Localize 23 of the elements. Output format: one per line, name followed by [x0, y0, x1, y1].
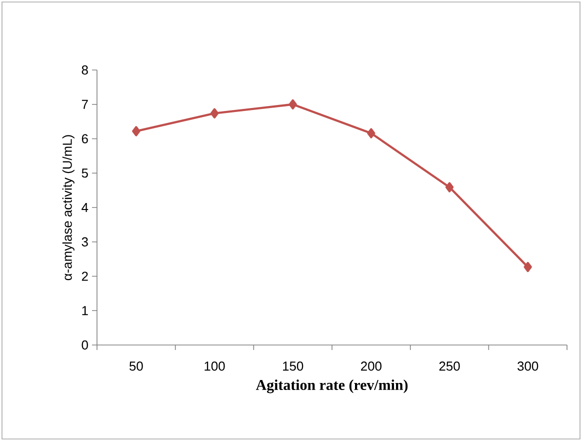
y-tick-label: 0: [82, 340, 88, 350]
y-tick-label: 2: [82, 272, 88, 281]
point: [210, 108, 219, 118]
x-tick-label: 100: [204, 362, 225, 371]
x-tick-label: 300: [518, 362, 538, 371]
y-tick-label: 6: [82, 134, 88, 144]
point: [132, 126, 140, 136]
x-tick-label: 150: [283, 362, 304, 371]
point: [524, 262, 532, 272]
point: [367, 128, 376, 138]
y-tick-label: 1: [82, 306, 88, 316]
point: [288, 99, 297, 110]
y-tick-label: 5: [82, 168, 88, 178]
x-axis-title: Agitation rate (rev/min): [256, 380, 408, 394]
y-tick-label: 8: [82, 65, 88, 75]
x-tick-label: 50: [129, 362, 143, 371]
y-tick-label: 7: [82, 100, 88, 109]
y-tick-label: 3: [82, 237, 88, 246]
x-tick-label: 200: [361, 362, 382, 371]
point: [445, 182, 454, 192]
y-tick-label: 4: [82, 203, 88, 212]
x-tick-label: 250: [439, 362, 460, 371]
y-axis-title: α-amylase activity (U/mL): [62, 135, 74, 280]
